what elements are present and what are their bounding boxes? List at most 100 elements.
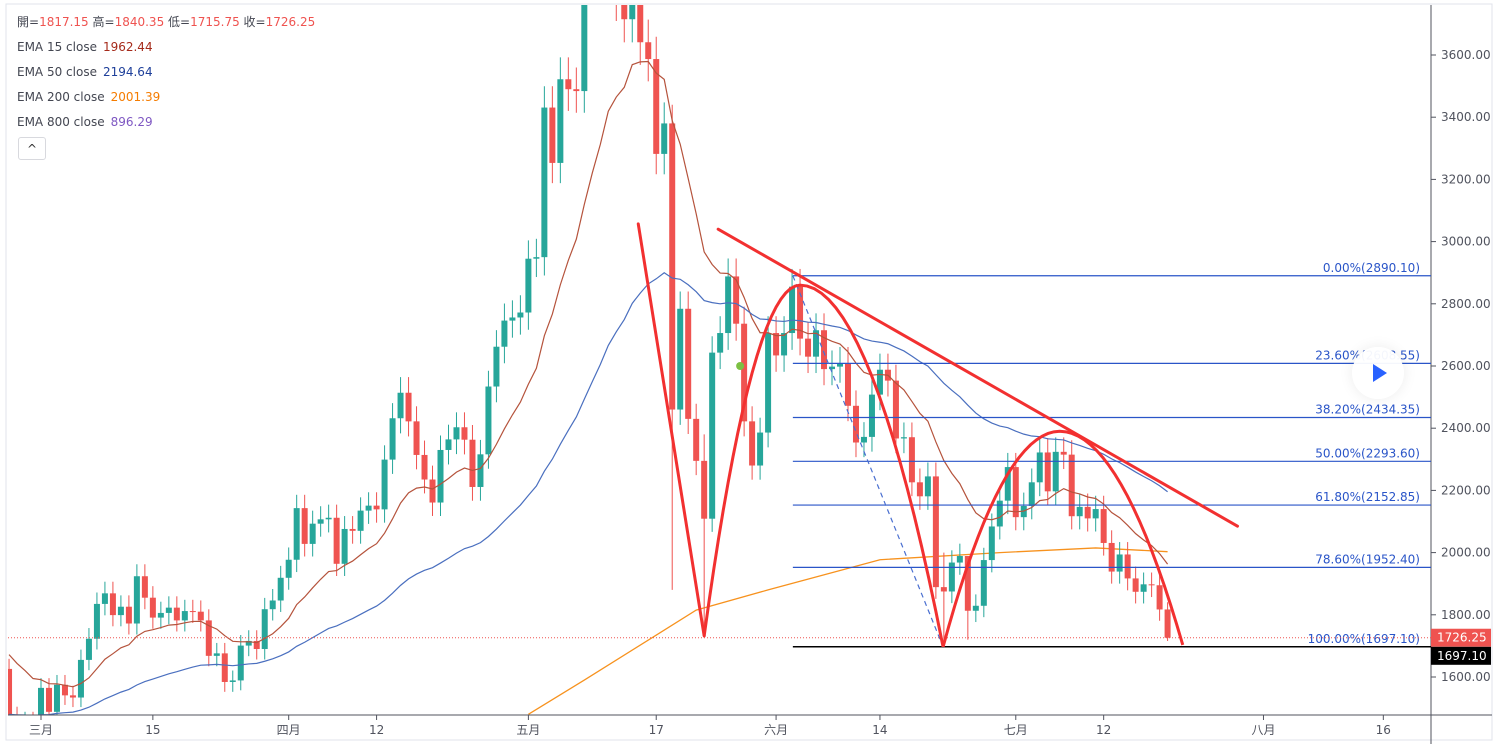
candle-body [365, 505, 372, 511]
candle-body [852, 405, 859, 443]
candle-body [797, 286, 804, 339]
price-tick-label: 3200.00 [1441, 172, 1491, 186]
candle-body [948, 562, 955, 592]
candle-body [1124, 554, 1131, 579]
candle-body [237, 645, 244, 681]
fib-low-price-tag [1431, 646, 1491, 665]
collapse-legend-button[interactable]: ^ [18, 137, 46, 160]
candle-body [549, 107, 556, 163]
price-tick-label: 2200.00 [1441, 483, 1491, 497]
time-tick-label: 三月 [29, 723, 53, 737]
candle-body [301, 508, 308, 544]
candle-body [229, 680, 236, 682]
candle-body [445, 439, 452, 450]
price-tick-label: 1800.00 [1441, 608, 1491, 622]
time-tick-label: 八月 [1251, 723, 1275, 737]
candle-body [1036, 452, 1043, 483]
ema200-line [528, 547, 1168, 715]
candle-body [485, 386, 492, 455]
candle-body [45, 687, 52, 712]
candle-body [349, 528, 356, 531]
candle-body [844, 363, 851, 406]
drawn-arc-right [941, 429, 1185, 648]
play-icon [1373, 364, 1387, 382]
candle-body [1084, 506, 1091, 519]
candle-body [1148, 584, 1155, 586]
candle-body [972, 605, 979, 611]
chart-border [5, 3, 1493, 741]
drawn-arc-left [702, 283, 945, 648]
price-tick-label: 2000.00 [1441, 546, 1491, 560]
time-tick-label: 六月 [764, 723, 788, 737]
last-price-tag-label: 1726.25 [1437, 631, 1487, 645]
candle-body [557, 79, 564, 163]
candle-body [509, 317, 516, 321]
candle-body [837, 363, 843, 367]
candle-body [325, 517, 332, 520]
candle-body [677, 308, 684, 410]
candle-body [253, 640, 260, 650]
time-tick-label: 七月 [1004, 723, 1028, 737]
legend-ema15[interactable]: EMA 15 close 1962.44 [17, 35, 315, 60]
legend-ema200[interactable]: EMA 200 close 2001.39 [17, 85, 315, 110]
candle-body [421, 454, 428, 480]
price-tick-label: 2600.00 [1441, 359, 1491, 373]
candle-body [789, 286, 796, 334]
time-tick-label: 五月 [516, 723, 540, 737]
candle-body [477, 454, 484, 487]
candle-body [397, 392, 404, 419]
candle-body [741, 323, 748, 422]
candle-body [653, 59, 660, 154]
candle-body [1068, 454, 1075, 517]
candle-body [109, 593, 116, 616]
candle-body [53, 684, 60, 712]
candle-body [573, 89, 580, 92]
time-tick-label: 15 [145, 723, 160, 737]
candle-body [661, 123, 668, 154]
candle-body [581, 5, 588, 92]
candle-body [245, 640, 252, 646]
fib-low-price-tag-label: 1697.10 [1437, 649, 1487, 663]
ema200-value: 2001.39 [110, 90, 161, 104]
candle-body [932, 476, 939, 588]
legend-ema50[interactable]: EMA 50 close 2194.64 [17, 60, 315, 85]
candle-body [813, 330, 820, 357]
time-tick-label: 14 [872, 723, 887, 737]
plot-area [8, 5, 1171, 725]
candle-body [517, 312, 524, 318]
candle-body [101, 593, 108, 604]
ohlc-readout: 開=1817.15 高=1840.35 低=1715.75 收=1726.25 [17, 10, 315, 35]
candle-body [1116, 554, 1123, 572]
candle-body [189, 611, 196, 613]
legend-ema800[interactable]: EMA 800 close 896.29 [17, 110, 315, 135]
candle-body [980, 560, 987, 606]
candle-body [61, 684, 68, 696]
candle-body [1052, 451, 1059, 492]
candle-body [749, 421, 756, 466]
candle-body [693, 418, 700, 461]
candle-body [429, 479, 436, 503]
time-tick-label: 12 [369, 723, 384, 737]
play-button[interactable] [1352, 347, 1404, 399]
candle-body [565, 79, 572, 90]
candle-body [868, 394, 875, 437]
candle-body [1092, 509, 1099, 519]
candle-body [381, 459, 388, 510]
candle-body [1100, 509, 1107, 543]
candle-body [14, 716, 20, 725]
candle-body [85, 638, 92, 660]
candle-body [1140, 584, 1147, 592]
low-value: 1715.75 [190, 15, 240, 29]
candle-body [805, 338, 812, 357]
fib-level-label: 0.00%(2890.10) [1323, 261, 1420, 275]
candle-body [373, 505, 380, 510]
last-price-tag [1431, 628, 1491, 647]
candle-body [437, 449, 444, 503]
fib-level-label: 50.00%(2293.60) [1315, 446, 1420, 460]
close-value: 1726.25 [265, 15, 316, 29]
drawn-line-drop [636, 222, 706, 638]
candle-body [645, 42, 652, 60]
candle-body [149, 597, 156, 618]
high-value: 1840.35 [114, 15, 165, 29]
